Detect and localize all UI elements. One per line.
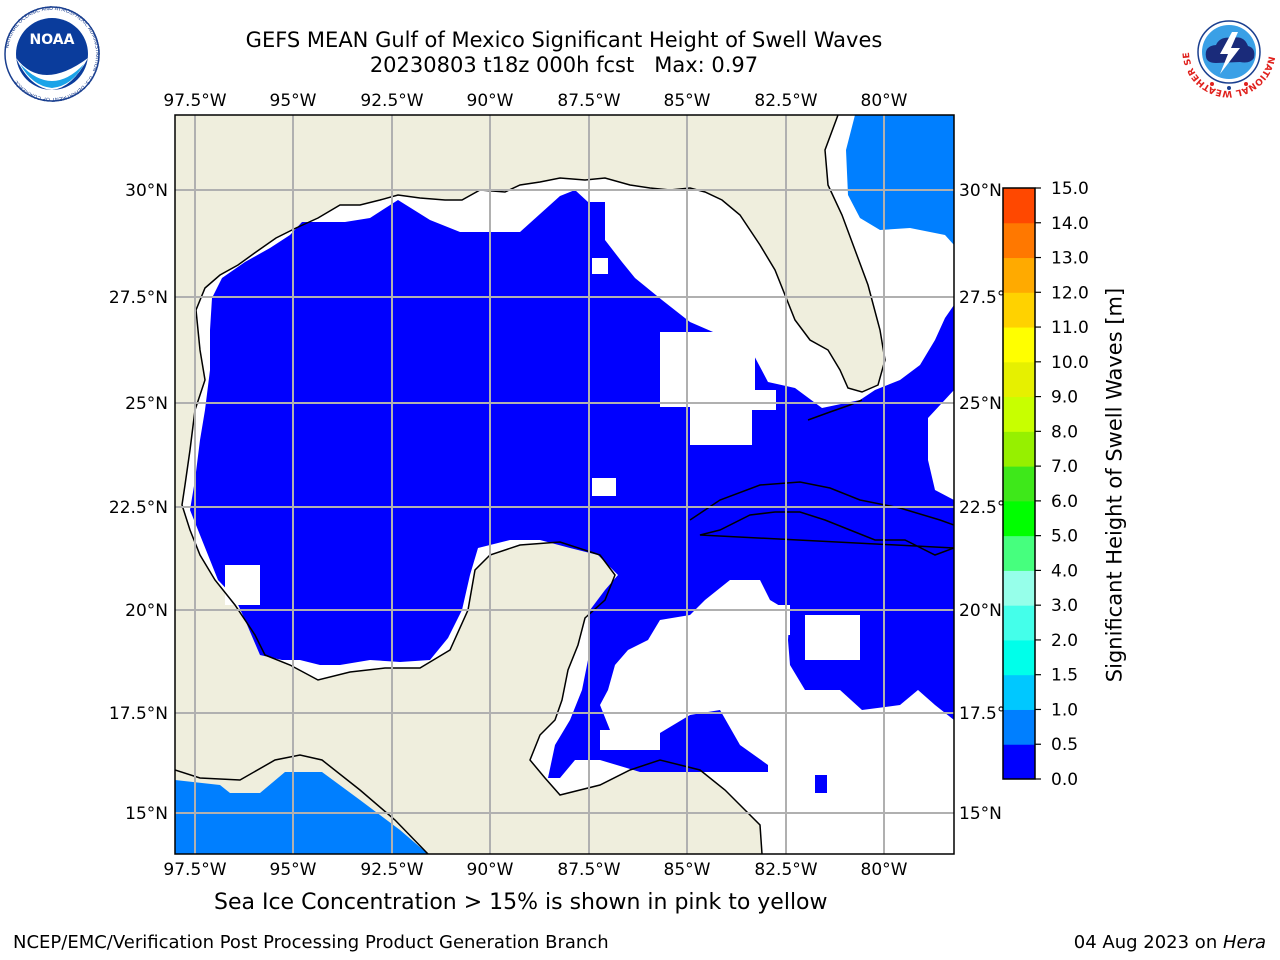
colorbar-segment: [1003, 535, 1035, 571]
colorbar-tick-label: 0.5: [1051, 735, 1078, 755]
colorbar-tick-label: 9.0: [1051, 388, 1078, 408]
lon-tick-bottom: 90°W: [467, 860, 514, 880]
colorbar-label-text: Significant Height of Swell Waves [m]: [1102, 287, 1127, 683]
colorbar-tick-label: 11.0: [1051, 318, 1089, 338]
colorbar-segment: [1003, 500, 1035, 537]
lon-tick-bottom: 80°W: [861, 860, 908, 880]
graticule: [175, 115, 954, 854]
lon-tick-top: 85°W: [664, 91, 711, 111]
colorbar-segment: [1003, 605, 1035, 641]
noaa-logo-icon: NATIONAL OCEANIC AND ATMOSPHERIC ADMINIS…: [4, 6, 100, 102]
lon-tick-bottom: 95°W: [270, 860, 317, 880]
noaa-wordmark: NOAA: [30, 32, 75, 48]
title-line-2: 20230803 t18z 000h fcst Max: 0.97: [369, 53, 759, 77]
plot-title: GEFS MEAN Gulf of Mexico Significant Hei…: [214, 28, 914, 78]
colorbar-segment: [1003, 327, 1035, 363]
colorbar-tick-label: 10.0: [1051, 353, 1089, 373]
colorbar-tick-label: 12.0: [1051, 283, 1089, 303]
axis-tick-labels: 97.5°W 97.5°W 95°W 95°W 92.5°W 92.5°W 90°W 90°W…: [109, 91, 1018, 880]
footer-branch: NCEP/EMC/Verification Post Processing Pr…: [13, 932, 609, 953]
colorbar-tick-label: 13.0: [1051, 249, 1089, 269]
colorbar-tick-label: 2.0: [1051, 631, 1078, 651]
lon-tick-top: 95°W: [270, 91, 317, 111]
colorbar-tick-label: 1.0: [1051, 700, 1078, 720]
lon-tick-bottom: 87.5°W: [557, 860, 620, 880]
colorbar-segment: [1003, 639, 1035, 676]
colorbar-segment: [1003, 292, 1035, 328]
title-line-1: GEFS MEAN Gulf of Mexico Significant Hei…: [245, 28, 883, 52]
colorbar-segment: [1003, 431, 1035, 467]
gulf-swell-region: [190, 190, 954, 778]
map-frame: [174, 114, 955, 855]
footer-date: 04 Aug 2023 on Hera: [1074, 932, 1266, 953]
footer-date-text: 04 Aug 2023 on: [1073, 932, 1223, 953]
colorbar-segment: [1003, 361, 1035, 398]
colorbar-segment: [1003, 188, 1035, 224]
colorbar-frame: [1002, 187, 1036, 780]
lat-tick-left: 30°N: [125, 181, 168, 201]
lat-tick-left: 22.5°N: [109, 498, 168, 518]
lat-tick-right: 30°N: [959, 181, 1002, 201]
map-area: [175, 115, 954, 854]
atlantic-swell-band: [846, 115, 954, 245]
lon-tick-bottom: 97.5°W: [163, 860, 226, 880]
lon-tick-top: 80°W: [861, 91, 908, 111]
lon-tick-top: 87.5°W: [557, 91, 620, 111]
sea-ice-note: Sea Ice Concentration > 15% is shown in …: [214, 890, 828, 915]
colorbar-segment: [1003, 466, 1035, 502]
nws-logo-icon: NATIONAL WEATHER SERVICE: [1180, 2, 1276, 98]
colorbar-segment: [1003, 570, 1035, 606]
lon-tick-top: 90°W: [467, 91, 514, 111]
footer-host: Hera: [1222, 932, 1266, 953]
lat-tick-left: 25°N: [125, 394, 168, 414]
lat-tick-left: 20°N: [125, 601, 168, 621]
colorbar-tick-label: 3.0: [1051, 596, 1078, 616]
colorbar-segment: [1003, 709, 1035, 745]
lon-tick-top: 92.5°W: [360, 91, 423, 111]
colorbar-tick-label: 14.0: [1051, 214, 1089, 234]
colorbar: 0.0 0.5 1.0 1.5 2.0 3.0 4.0 5.0 6.0 7.0 8.0 9.0 10.0…: [1003, 179, 1089, 790]
colorbar-tick-label: 7.0: [1051, 457, 1078, 477]
colorbar-segment: [1003, 257, 1035, 293]
lon-tick-bottom: 82.5°W: [754, 860, 817, 880]
lat-tick-left: 17.5°N: [109, 704, 168, 724]
colorbar-segment: [1003, 674, 1035, 710]
colorbar-segment: [1003, 222, 1035, 259]
north-america-land: [175, 115, 885, 854]
colorbar-segment: [1003, 396, 1035, 432]
lat-tick-right: 25°N: [959, 394, 1002, 414]
colorbar-tick-label: 0.0: [1051, 770, 1078, 790]
lon-tick-bottom: 92.5°W: [360, 860, 423, 880]
no-swell-patches: [225, 258, 860, 750]
colorbar-tick-label: 5.0: [1051, 527, 1078, 547]
lon-tick-bottom: 85°W: [664, 860, 711, 880]
colorbar-label: Significant Height of Swell Waves [m]: [1103, 288, 1128, 682]
lon-tick-top: 82.5°W: [754, 91, 817, 111]
colorbar-tick-label: 8.0: [1051, 422, 1078, 442]
lat-tick-left: 15°N: [125, 804, 168, 824]
colorbar-tick-label: 1.5: [1051, 666, 1078, 686]
colorbar-tick-label: 6.0: [1051, 492, 1078, 512]
lat-tick-right: 20°N: [959, 601, 1002, 621]
lat-tick-right: 15°N: [959, 804, 1002, 824]
colorbar-tick-label: 15.0: [1051, 179, 1089, 199]
lon-tick-top: 97.5°W: [163, 91, 226, 111]
colorbar-segment: [1003, 744, 1035, 780]
colorbar-tick-label: 4.0: [1051, 561, 1078, 581]
lat-tick-left: 27.5°N: [109, 288, 168, 308]
